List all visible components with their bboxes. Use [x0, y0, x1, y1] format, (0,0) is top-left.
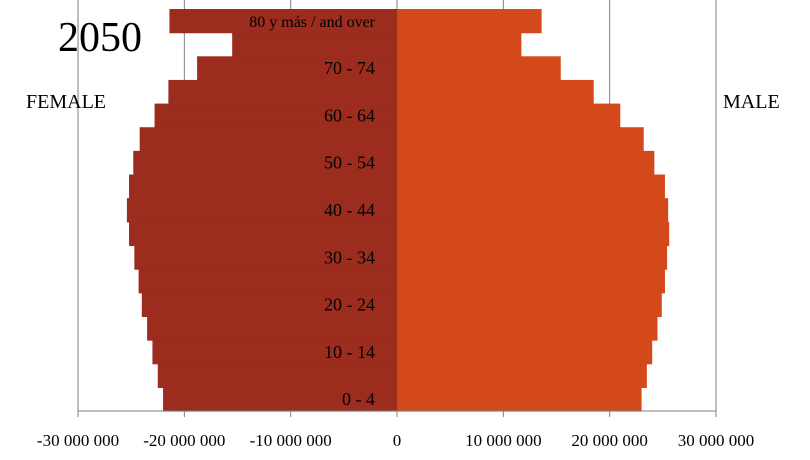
bars [126, 9, 670, 412]
female-bar [129, 174, 398, 199]
female-bar [141, 292, 397, 318]
category-label: 70 - 74 [324, 58, 375, 78]
x-tick-label: -30 000 000 [37, 431, 119, 450]
x-axis: -30 000 000 -20 000 000 -10 000 000 0 10 000… [37, 410, 755, 450]
female-bar [152, 340, 397, 365]
category-label: 50 - 54 [324, 153, 375, 173]
female-bar [232, 32, 397, 57]
female-bar [138, 269, 398, 294]
female-bar [129, 221, 398, 247]
category-label: 60 - 64 [324, 105, 375, 125]
category-label: 20 - 24 [324, 295, 375, 315]
male-label: MALE [723, 91, 780, 113]
male-bar [397, 127, 644, 152]
male-bar [397, 150, 655, 176]
female-label: FEMALE [26, 91, 106, 113]
female-bar [126, 198, 397, 223]
male-bar [397, 103, 621, 128]
male-bar [397, 269, 665, 294]
female-bar [157, 363, 397, 388]
category-label: 40 - 44 [324, 200, 375, 220]
male-bar [397, 387, 642, 412]
x-tick-label: -10 000 000 [250, 431, 332, 450]
male-bar [397, 292, 662, 318]
chart-title: 2050 [58, 15, 142, 61]
male-bar [397, 9, 542, 34]
male-bar [397, 79, 594, 105]
category-label: 10 - 14 [324, 342, 375, 362]
female-bar [134, 245, 397, 270]
male-bar [397, 316, 658, 341]
x-tick-label: 30 000 000 [678, 431, 755, 450]
female-bar [168, 79, 397, 105]
male-bar [397, 32, 522, 57]
female-bar [169, 9, 397, 34]
x-tick-label: -20 000 000 [143, 431, 225, 450]
male-bar [397, 174, 665, 199]
category-labels: 0 - 4 10 - 14 20 - 24 30 - 34 40 - 44 50 - 54… [249, 14, 375, 409]
x-tick-label: 20 000 000 [571, 431, 648, 450]
male-bar [397, 221, 670, 247]
female-bar [197, 56, 397, 81]
male-bar [397, 245, 668, 270]
male-bar [397, 198, 669, 223]
female-bar [154, 103, 397, 128]
category-label: 0 - 4 [342, 389, 375, 409]
x-tick-label: 10 000 000 [465, 431, 542, 450]
male-bar [397, 340, 653, 365]
female-bar [133, 150, 397, 176]
female-bar [139, 127, 397, 152]
male-bar [397, 363, 647, 388]
category-label: 80 y más / and over [249, 14, 375, 31]
male-bar [397, 56, 561, 81]
category-label: 30 - 34 [324, 247, 375, 267]
female-bar [147, 316, 397, 341]
female-bar [163, 387, 397, 412]
x-tick-label: 0 [393, 431, 402, 450]
